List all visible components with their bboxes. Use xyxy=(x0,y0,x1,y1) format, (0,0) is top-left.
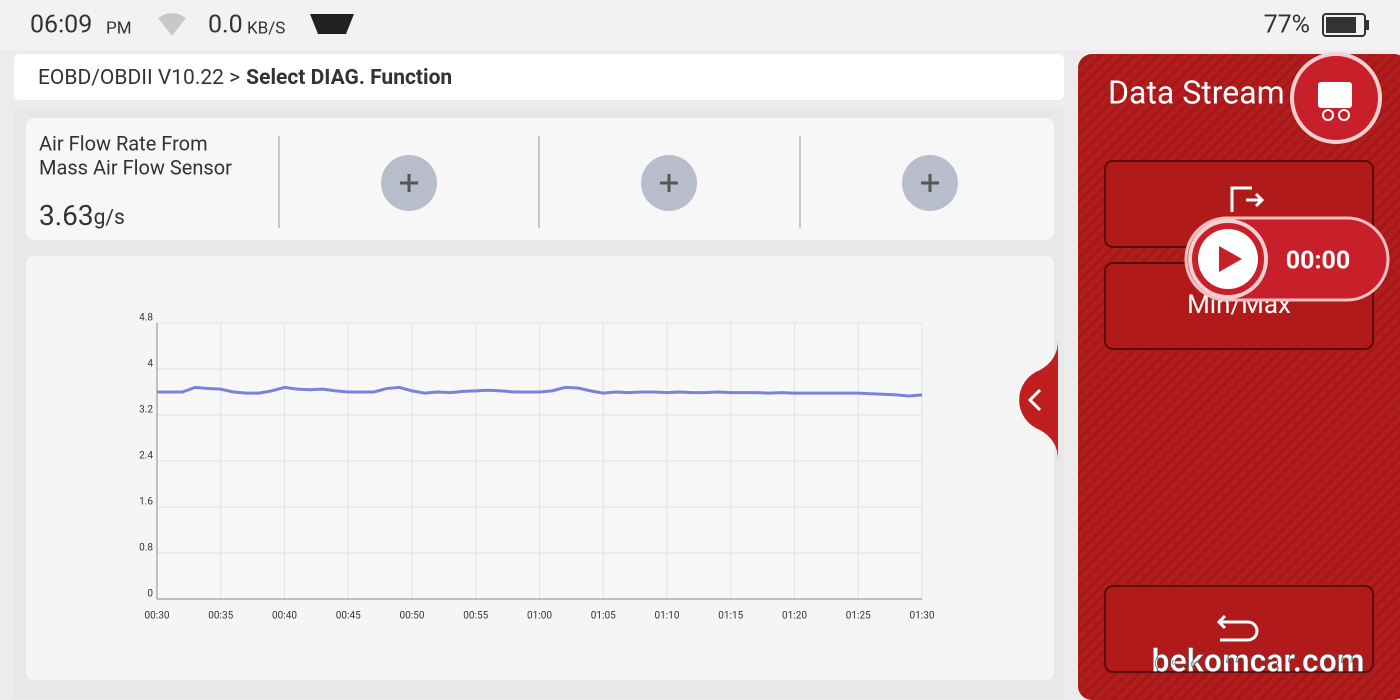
x-tick-label: 00:30 xyxy=(145,611,170,622)
collapse-tab[interactable] xyxy=(1019,340,1058,460)
screenshot-button[interactable] xyxy=(1290,52,1382,144)
x-tick-label: 01:25 xyxy=(846,611,871,622)
net-speed: 0.0 xyxy=(208,11,243,40)
y-tick-label: 4 xyxy=(147,359,153,370)
add-sensor-button[interactable] xyxy=(381,155,437,211)
x-tick-label: 01:05 xyxy=(591,611,616,622)
y-tick-label: 2.4 xyxy=(139,451,153,462)
net-speed-unit: KB/S xyxy=(247,18,285,38)
back-icon xyxy=(1216,614,1259,642)
x-tick-label: 01:10 xyxy=(655,611,680,622)
x-tick-label: 00:35 xyxy=(208,611,233,622)
status-bar xyxy=(0,0,1400,50)
obd-icon xyxy=(310,14,354,34)
battery-icon xyxy=(1322,13,1369,37)
x-tick-label: 00:45 xyxy=(336,611,361,622)
wifi-icon xyxy=(158,13,186,36)
side-title: Data Stream xyxy=(1108,73,1285,111)
export-icon xyxy=(1230,186,1265,212)
sensor-card xyxy=(26,118,1054,240)
record-widget[interactable]: 00:00 xyxy=(1184,216,1390,302)
header-card xyxy=(14,54,1064,100)
x-tick-label: 01:15 xyxy=(718,611,743,622)
clock: 06:09 xyxy=(30,11,92,40)
x-tick-label: 01:20 xyxy=(782,611,807,622)
data-line xyxy=(157,385,923,398)
meridiem: PM xyxy=(106,18,132,38)
y-tick-label: 1.6 xyxy=(139,497,153,508)
add-sensor-button[interactable] xyxy=(641,155,697,211)
x-tick-label: 00:55 xyxy=(463,611,488,622)
breadcrumb: EOBD/OBDII V10.22 > Select DIAG. Function xyxy=(38,66,452,90)
x-tick-label: 00:40 xyxy=(272,611,297,622)
battery-level: 77% xyxy=(1264,11,1310,40)
y-tick-label: 0 xyxy=(147,589,153,600)
sensor-name: Mass Air Flow Sensor xyxy=(39,155,232,179)
chart: 0 0.8 1.6 2.4 3.2 4 4.8 00:30 00:35 00:40 00:45 00:… xyxy=(139,313,935,622)
watermark: bekomcar.com xyxy=(1152,641,1365,679)
record-time: 00:00 xyxy=(1286,247,1350,276)
x-tick-label: 01:30 xyxy=(910,611,935,622)
back-button[interactable] xyxy=(1104,585,1374,673)
x-tick-label: 00:50 xyxy=(400,611,425,622)
sensor-name: Air Flow Rate From xyxy=(39,131,208,155)
sensor-reading: 3.63g/s xyxy=(39,199,125,232)
y-tick-label: 4.8 xyxy=(139,313,153,324)
x-tick-label: 01:00 xyxy=(527,611,552,622)
y-tick-label: 3.2 xyxy=(139,405,153,416)
add-sensor-button[interactable] xyxy=(902,155,958,211)
y-tick-label: 0.8 xyxy=(139,543,153,554)
